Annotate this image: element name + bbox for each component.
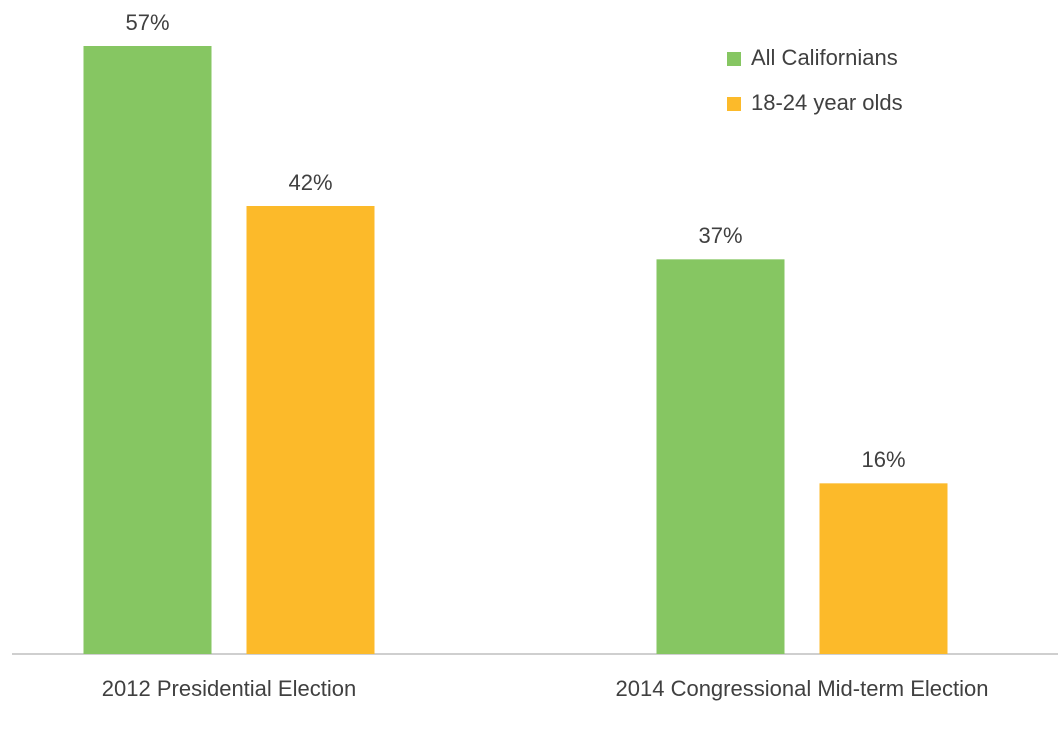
data-label: 16% xyxy=(861,447,905,472)
bar xyxy=(656,259,785,654)
bar xyxy=(819,483,948,654)
data-label: 37% xyxy=(698,223,742,248)
legend-label: All Californians xyxy=(751,45,898,70)
legend-swatch xyxy=(727,97,741,111)
x-tick-label: 2012 Presidential Election xyxy=(102,676,356,701)
legend-swatch xyxy=(727,52,741,66)
bar xyxy=(83,46,212,654)
data-label: 57% xyxy=(125,10,169,35)
bar xyxy=(246,206,375,654)
legend-label: 18-24 year olds xyxy=(751,90,903,115)
data-label: 42% xyxy=(288,170,332,195)
x-tick-label: 2014 Congressional Mid-term Election xyxy=(616,676,989,701)
